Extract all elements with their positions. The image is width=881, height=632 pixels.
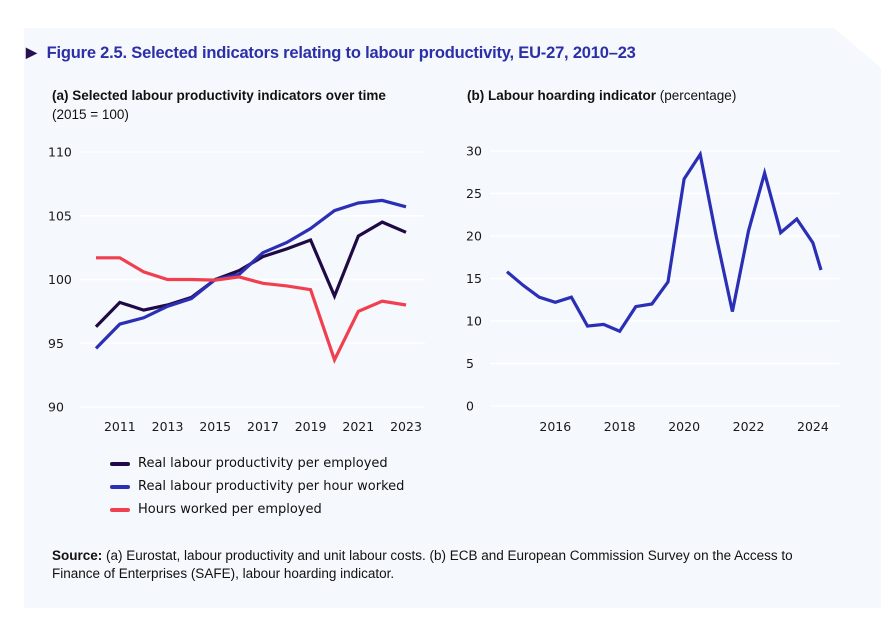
source-text: (a) Eurostat, labour productivity and un… bbox=[52, 548, 793, 581]
chart-a-series-line-hour bbox=[94, 198, 407, 350]
chart-a-productivity: 110 105 100 95 90 2011 2013 2015 2017 2019 2021 202… bbox=[48, 145, 425, 434]
chart-b-series-line-hour bbox=[505, 150, 823, 334]
chart-b-y-tick-label: 10 bbox=[466, 314, 482, 329]
legend-label-hours-worked: Hours worked per employed bbox=[138, 502, 322, 517]
chart-a-x-tick-label: 2023 bbox=[390, 419, 422, 434]
chart-a-y-tick-label: 95 bbox=[48, 336, 64, 351]
panel-b-title: (b) Labour hoarding indicator (percentag… bbox=[467, 86, 736, 105]
chart-a-y-tick-label: 105 bbox=[48, 208, 72, 223]
chart-a-y-tick-label: 110 bbox=[48, 145, 72, 160]
legend-label-employed: Real labour productivity per employed bbox=[138, 456, 388, 471]
chart-b-y-tick-label: 0 bbox=[466, 399, 474, 414]
chart-a-x-tick-label: 2013 bbox=[152, 419, 184, 434]
panel-a-title-note: (2015 = 100) bbox=[52, 107, 129, 122]
chart-b-x-tick-label: 2016 bbox=[539, 419, 571, 434]
panel-a-title: (a) Selected labour productivity indicat… bbox=[52, 86, 392, 124]
chart-a-legend: Real labour productivity per employed Re… bbox=[110, 452, 404, 521]
chart-b-x-tick-label: 2020 bbox=[668, 419, 700, 434]
panel-a-title-bold: (a) Selected labour productivity indicat… bbox=[52, 88, 386, 103]
chart-b-x-tick-label: 2018 bbox=[604, 419, 636, 434]
chart-b-y-tick-label: 20 bbox=[466, 229, 482, 244]
chart-a-x-tick-label: 2015 bbox=[199, 419, 231, 434]
chart-a-x-tick-label: 2011 bbox=[104, 419, 136, 434]
figure-panel bbox=[24, 28, 881, 608]
chart-b-labour-hoarding: 30 25 20 15 10 5 0 2016 2018 2020 2022 2024 bbox=[466, 144, 840, 434]
legend-item-hours-worked: Hours worked per employed bbox=[110, 498, 404, 521]
chart-b-y-tick-label: 30 bbox=[466, 144, 482, 159]
chart-a-x-tick-label: 2021 bbox=[342, 419, 374, 434]
chart-b-y-tick-label: 5 bbox=[466, 356, 474, 371]
chart-b-x-tick-label: 2024 bbox=[797, 419, 829, 434]
legend-item-employed: Real labour productivity per employed bbox=[110, 452, 404, 475]
triangle-right-icon: ▶ bbox=[26, 44, 37, 60]
source-note: Source: (a) Eurostat, labour productivit… bbox=[52, 547, 832, 583]
chart-a-x-tick-label: 2017 bbox=[247, 419, 279, 434]
legend-label-hour: Real labour productivity per hour worked bbox=[138, 479, 405, 494]
panel-b-title-bold: (b) Labour hoarding indicator bbox=[467, 88, 656, 103]
panel-b-title-note: (percentage) bbox=[659, 88, 737, 103]
figure-title-text: Figure 2.5. Selected indicators relating… bbox=[46, 44, 636, 62]
chart-a-x-tick-label: 2019 bbox=[295, 419, 327, 434]
chart-a-series-line-hours_worked bbox=[96, 256, 407, 364]
chart-b-y-tick-label: 15 bbox=[466, 271, 482, 286]
chart-b-x-tick-label: 2022 bbox=[733, 419, 765, 434]
legend-swatch-employed bbox=[110, 461, 130, 466]
legend-swatch-hour bbox=[110, 484, 130, 489]
figure-title: ▶ Figure 2.5. Selected indicators relatin… bbox=[26, 44, 636, 63]
chart-b-y-tick-label: 25 bbox=[466, 186, 482, 201]
legend-item-hour: Real labour productivity per hour worked bbox=[110, 475, 404, 498]
chart-a-y-tick-label: 100 bbox=[48, 272, 72, 287]
chart-a-y-tick-label: 90 bbox=[48, 400, 64, 415]
legend-swatch-hours-worked bbox=[110, 507, 130, 512]
source-label: Source: bbox=[52, 548, 103, 563]
